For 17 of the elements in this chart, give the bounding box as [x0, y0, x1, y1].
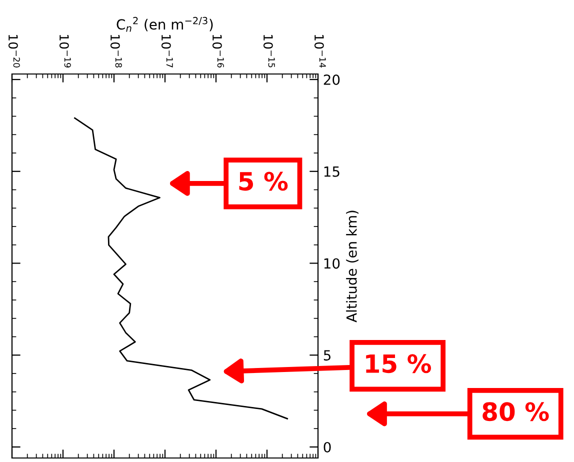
x-tick-label: 10$^{−14}$	[314, 34, 326, 68]
y-axis-title: Altitude (en km)	[346, 210, 358, 322]
text: 15 %	[366, 354, 432, 374]
x-tick-label: 10$^{−19}$	[59, 34, 71, 68]
x-tick-label: 10$^{−16}$	[212, 34, 224, 68]
y-tick-label: 0	[324, 442, 331, 452]
text: 80 %	[482, 402, 549, 422]
y-tick-label: 20	[324, 74, 340, 85]
x-tick-label: 10$^{−15}$	[263, 34, 275, 68]
x-tick-label: 10$^{−17}$	[161, 34, 173, 68]
x-tick-label: 10$^{−20}$	[8, 34, 20, 68]
y-tick-label: 15	[324, 166, 340, 177]
y-tick-label: 5	[324, 350, 330, 361]
x-tick-label: 10$^{−18}$	[110, 34, 122, 68]
y-tick-label: 10	[324, 258, 340, 269]
annotation: 5 %	[239, 172, 288, 191]
x-axis-title: C$_{n}$$^{2}$ (en m$^{−2/3}$)	[116, 16, 213, 32]
